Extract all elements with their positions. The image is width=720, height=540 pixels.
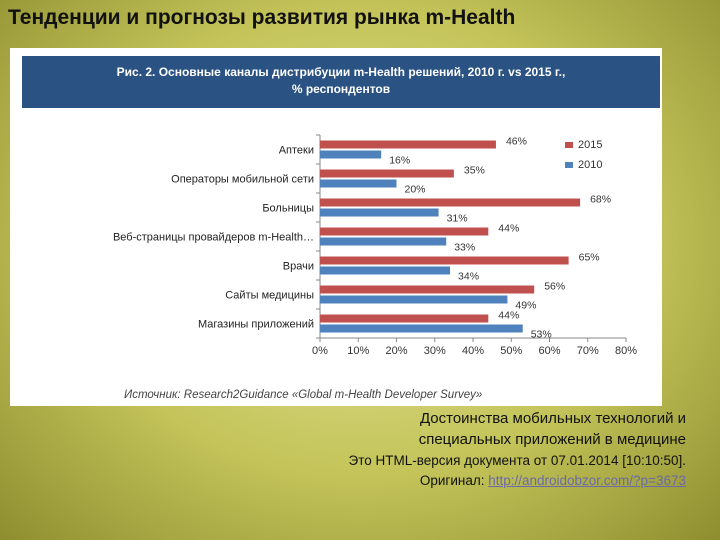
x-tick-label: 10% — [347, 345, 369, 357]
chart-source: Источник: Research2Guidance «Global m-He… — [124, 389, 483, 401]
bar-2015 — [320, 256, 569, 265]
x-tick-label: 80% — [615, 345, 637, 357]
legend-swatch-2015 — [565, 142, 573, 148]
category-label: Магазины приложений — [198, 319, 314, 331]
legend-label-2010: 2010 — [578, 159, 602, 171]
bar-2015 — [320, 140, 496, 149]
data-label-2015: 46% — [506, 136, 527, 148]
legend-swatch-2010 — [565, 162, 573, 168]
data-label-2015: 56% — [544, 281, 565, 293]
data-label-2010: 20% — [405, 184, 426, 196]
bar-2010 — [320, 208, 439, 217]
category-label: Врачи — [283, 261, 314, 273]
data-label-2010: 16% — [389, 155, 410, 167]
category-label: Сайты медицины — [225, 290, 314, 302]
category-label: Веб-страницы провайдеров m-Health… — [113, 232, 314, 244]
x-tick-label: 70% — [577, 345, 599, 357]
x-tick-label: 50% — [500, 345, 522, 357]
chart-title-line-2: % респондентов — [291, 82, 391, 96]
html-version-note: Это HTML-версия документа от 07.01.2014 … — [348, 453, 686, 468]
bar-2010 — [320, 179, 397, 188]
data-label-2015: 68% — [590, 194, 611, 206]
original-link[interactable]: http://androidobzor.com/?p=3673 — [488, 473, 686, 488]
original-label: Оригинал: — [419, 473, 485, 488]
category-label: Операторы мобильной сети — [171, 174, 314, 186]
category-label: Аптеки — [279, 145, 314, 157]
chart-figure: Рис. 2. Основные каналы дистрибуции m-He… — [10, 48, 662, 406]
data-label-2010: 33% — [454, 242, 475, 254]
data-label-2010: 49% — [515, 300, 536, 312]
document-meta: Это HTML-версия документа от 07.01.2014 … — [250, 451, 686, 491]
data-label-2015: 65% — [579, 252, 600, 264]
x-tick-label: 30% — [424, 345, 446, 357]
slide-caption: Достоинства мобильных технологий и специ… — [300, 408, 686, 450]
bar-2015 — [320, 314, 489, 323]
category-label: Больницы — [262, 203, 314, 215]
bar-2015 — [320, 169, 454, 178]
bar-2010 — [320, 295, 508, 304]
data-label-2015: 44% — [498, 223, 519, 235]
bar-2010 — [320, 150, 382, 159]
legend-label-2015: 2015 — [578, 139, 602, 151]
bar-2010 — [320, 237, 447, 246]
data-label-2010: 31% — [447, 213, 468, 225]
original-line: Оригинал: http://androidobzor.com/?p=367… — [250, 471, 686, 491]
bar-2015 — [320, 285, 535, 294]
bar-2015 — [320, 227, 489, 236]
bar-chart: 0% 10% 20% 30% 40% 50% 60% 70% 80% Аптеки 46% 16% Оп… — [113, 134, 637, 357]
chart-title-banner: Рис. 2. Основные каналы дистрибуции m-He… — [22, 56, 660, 108]
chart-title-line-1: Рис. 2. Основные каналы дистрибуции m-He… — [116, 65, 566, 79]
bar-2010 — [320, 324, 523, 333]
x-tick-label: 0% — [312, 345, 328, 357]
data-label-2015: 35% — [464, 165, 485, 177]
caption-line-2: специальных приложений в медицине — [418, 431, 686, 448]
x-tick-label: 60% — [538, 345, 560, 357]
caption-line-1: Достоинства мобильных технологий и — [419, 410, 686, 427]
data-label-2010: 53% — [531, 329, 552, 341]
x-tick-label: 40% — [462, 345, 484, 357]
bar-2015 — [320, 198, 581, 207]
bar-2010 — [320, 266, 451, 275]
x-tick-label: 20% — [385, 345, 407, 357]
data-label-2015: 44% — [498, 310, 519, 322]
slide-title: Тенденции и прогнозы развития рынка m-He… — [8, 6, 516, 29]
data-label-2010: 34% — [458, 271, 479, 283]
